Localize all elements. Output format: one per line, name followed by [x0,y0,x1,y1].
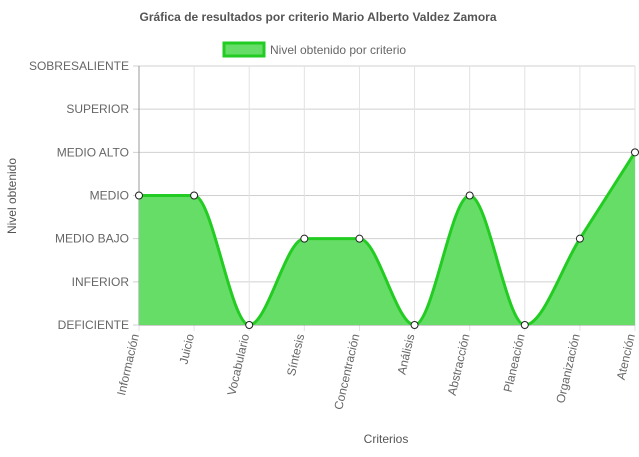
series-area [139,152,635,325]
y-axis-ticks: DEFICIENTE INFERIOR MEDIO BAJO MEDIO MEDIO A… [29,59,129,332]
legend-swatch [222,41,266,58]
y-tick-label: DEFICIENTE [58,318,129,332]
x-tick-label: Síntesis [284,333,307,378]
x-tick-label: Planeación [501,333,528,394]
data-point[interactable] [355,234,364,243]
data-point[interactable] [300,234,309,243]
y-tick-label: MEDIO ALTO [57,145,129,159]
y-tick-label: SUPERIOR [66,102,129,116]
x-tick-label: Juicio [176,332,197,365]
data-point[interactable] [465,191,474,200]
chart-title: Gráfica de resultados por criterio Mario… [140,10,497,24]
data-point[interactable] [575,234,584,243]
y-tick-label: SOBRESALIENTE [29,59,129,73]
x-tick-label: Vocabulario [224,332,252,397]
data-point[interactable] [631,148,639,157]
x-tick-label: Análisis [395,333,418,376]
x-tick-label: Abstracción [445,333,473,397]
y-tick-label: INFERIOR [72,275,130,289]
x-axis-ticks: Información Juicio Vocabulario Síntesis Conc… [114,332,638,411]
data-point[interactable] [190,191,199,200]
y-tick-label: MEDIO [90,189,129,203]
x-tick-label: Información [114,333,142,397]
x-axis-title: Criterios [364,432,409,446]
x-tick-label: Concentración [331,333,362,412]
legend-label: Nivel obtenido por criterio [270,43,406,57]
x-tick-label: Atención [614,333,638,382]
series-layer [135,148,639,329]
series-line [139,151,637,327]
y-axis-title: Nivel obtenido [5,158,19,234]
x-tick-label: Organización [553,333,583,405]
y-tick-label: MEDIO BAJO [55,232,129,246]
data-point[interactable] [410,321,419,329]
data-point[interactable] [245,321,254,329]
legend[interactable]: Nivel obtenido por criterio [222,41,406,58]
data-point[interactable] [135,191,143,200]
data-point[interactable] [520,321,529,329]
